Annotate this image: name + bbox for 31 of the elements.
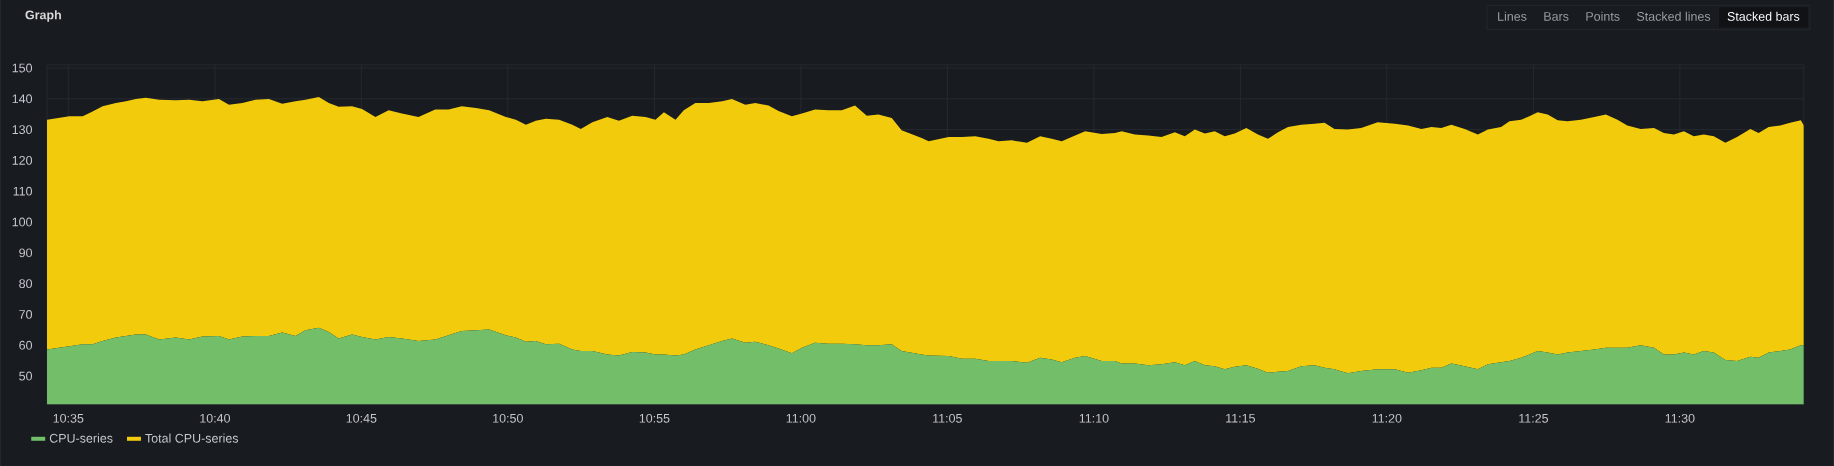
legend-label: CPU-series (49, 433, 113, 443)
x-tick-label: 11:05 (933, 413, 962, 423)
text: Bars (1544, 11, 1569, 21)
x-tick-label: 11:25 (1519, 413, 1549, 423)
y-tick-label: 140 (12, 94, 33, 104)
y-tick-label: 150 (12, 63, 33, 73)
x-tick-label: 10:35 (53, 413, 84, 423)
y-tick-label: 50 (19, 371, 33, 381)
x-tick-label: 11:00 (786, 413, 816, 423)
y-tick-label: 120 (12, 155, 33, 165)
text: Points (1586, 11, 1620, 21)
text: Lines (1498, 11, 1527, 21)
x-tick-label: 11:20 (1372, 413, 1402, 423)
x-tick-label: 11:15 (1226, 413, 1255, 423)
x-tick-label: 11:10 (1079, 413, 1109, 423)
y-tick-label: 70 (19, 309, 33, 319)
y-tick-label: 110 (13, 186, 33, 196)
x-tick-label: 11:30 (1665, 413, 1695, 423)
text: Stacked lines (1636, 11, 1711, 21)
x-tick-label: 10:45 (346, 413, 377, 423)
legend-label: Total CPU-series (145, 433, 239, 443)
x-tick-label: 10:50 (493, 413, 523, 423)
y-tick-label: 80 (19, 279, 33, 288)
chart-title: Graph (25, 10, 61, 22)
y-tick-label: 130 (12, 125, 33, 134)
y-tick-label: 100 (12, 217, 33, 227)
y-tick-label: 90 (19, 248, 33, 258)
text: Stacked bars (1727, 11, 1800, 21)
y-tick-label: 60 (19, 340, 33, 350)
x-tick-label: 10:40 (200, 413, 231, 423)
x-tick-label: 10:55 (639, 413, 670, 423)
